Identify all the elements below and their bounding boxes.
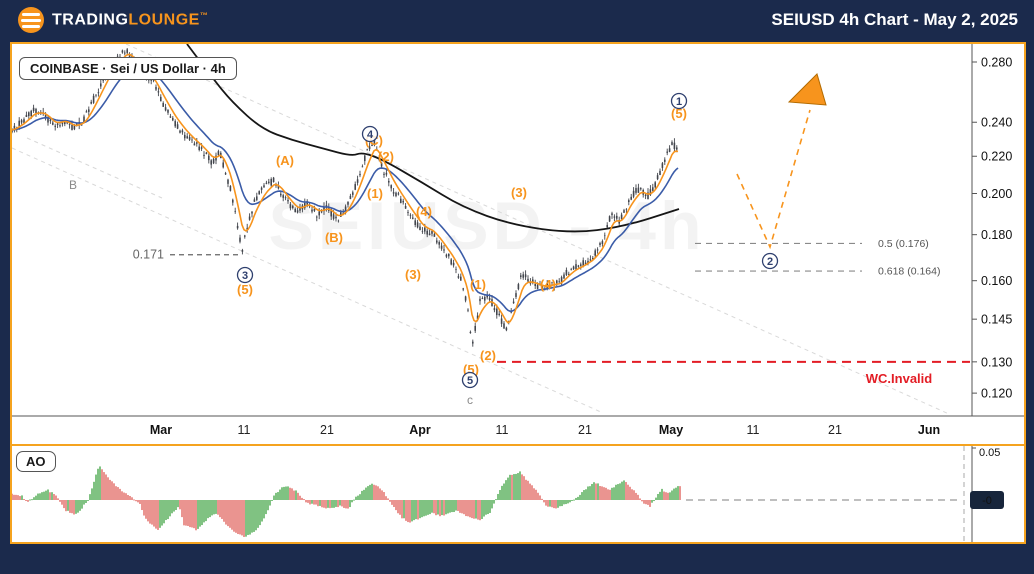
projection-arrow-icon [787,73,827,106]
svg-text:0.280: 0.280 [981,56,1012,70]
svg-text:c: c [467,393,473,407]
candles-layer [12,47,678,347]
svg-text:(3): (3) [405,267,421,282]
fib-label-0: 0.5 (0.176) [878,238,929,250]
svg-text:0.130: 0.130 [981,355,1012,369]
svg-text:0.145: 0.145 [981,313,1012,327]
fib-label-1: 0.618 (0.164) [878,266,940,278]
price-chart-svg[interactable]: SEIUSD - 4h 0.171 0.5 (0.176) 0.618 (0.164)… [12,44,1024,444]
brand-trading: TRADING [52,11,129,29]
gray-wave-labels: Bc [69,178,473,407]
price-panel[interactable]: SEIUSD - 4h 0.171 0.5 (0.176) 0.618 (0.164)… [10,42,1026,446]
svg-text:(5): (5) [671,106,687,121]
svg-text:0.160: 0.160 [981,274,1012,288]
svg-text:0.120: 0.120 [981,387,1012,401]
ao-label-chip[interactable]: AO [16,451,56,472]
svg-text:(3): (3) [511,185,527,200]
tradinglounge-logo-icon [18,7,44,33]
brand-lounge: LOUNGE [128,11,200,29]
svg-text:(A): (A) [276,153,294,168]
level-171-label: 0.171 [133,248,164,262]
svg-text:1: 1 [676,96,682,108]
svg-text:(2): (2) [378,149,394,164]
circled-wave-labels: 3 4 5 1 2 [236,92,779,389]
chart-title: SEIUSD 4h Chart - May 2, 2025 [771,10,1018,29]
svg-text:0.180: 0.180 [981,228,1012,242]
svg-text:4: 4 [367,129,374,141]
svg-text:(5): (5) [237,282,253,297]
svg-text:0.240: 0.240 [981,116,1012,130]
ma-long-line [186,44,680,233]
svg-text:11: 11 [238,423,251,437]
svg-text:5: 5 [467,375,473,387]
ao-panel[interactable]: 0.05 -0 AO [10,444,1026,544]
svg-text:21: 21 [828,423,842,437]
svg-text:(B): (B) [325,230,343,245]
svg-text:Apr: Apr [409,423,431,437]
brand-trademark: ™ [199,10,209,20]
svg-text:3: 3 [242,270,248,282]
projection-path [736,109,811,250]
svg-text:Jun: Jun [918,423,940,437]
svg-text:0.220: 0.220 [981,150,1012,164]
ao-histogram [12,466,681,537]
svg-text:11: 11 [496,423,509,437]
brand-text: TRADINGLOUNGE™ [52,11,208,29]
svg-text:(2): (2) [480,348,496,363]
svg-text:2: 2 [767,256,773,268]
svg-text:21: 21 [578,423,592,437]
svg-text:May: May [659,423,683,437]
ao-scale-top-label: 0.05 [979,447,1000,459]
svg-text:B: B [69,178,77,192]
svg-text:(1): (1) [367,186,383,201]
svg-text:(4): (4) [540,277,556,292]
symbol-chip[interactable]: COINBASE · Sei / US Dollar · 4h [19,57,237,80]
svg-text:0.200: 0.200 [981,187,1012,201]
svg-text:21: 21 [320,423,334,437]
ao-chart-svg[interactable]: 0.05 -0 [12,446,1024,542]
svg-text:11: 11 [747,423,760,437]
watermark: SEIUSD - 4h [269,188,706,264]
top-bar: TRADINGLOUNGE™ SEIUSD 4h Chart - May 2, … [0,0,1034,40]
brand-logo: TRADINGLOUNGE™ [18,7,208,33]
ao-zero-badge [970,491,1004,509]
svg-text:(1): (1) [470,277,486,292]
invalidation-label: WC.Invalid [866,371,933,386]
svg-text:(4): (4) [416,204,432,219]
svg-text:-0: -0 [982,495,992,507]
svg-text:Mar: Mar [150,423,172,437]
